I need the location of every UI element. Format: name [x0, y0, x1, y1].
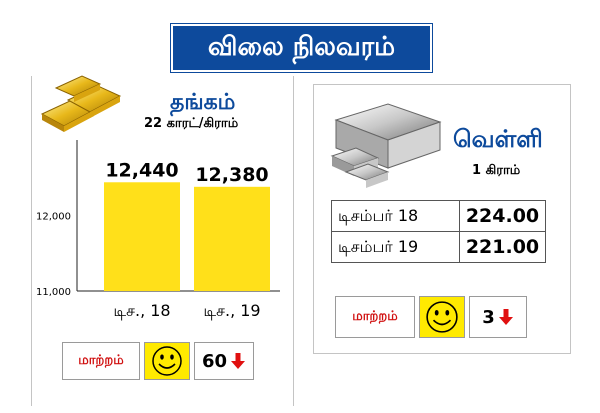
page-title: விலை நிலவரம் [171, 24, 432, 72]
down-arrow-icon [498, 309, 513, 325]
silver-bar-icon [330, 103, 442, 188]
rate-date: டிசம்பர் 19 [331, 231, 460, 263]
gold-change-value: 60 [194, 342, 254, 380]
silver-change-value: 3 [469, 296, 527, 338]
rate-price: 221.00 [459, 231, 546, 263]
gold-panel [31, 76, 294, 406]
silver-smiley-icon [419, 296, 465, 338]
silver-rate-table: டிசம்பர் 18 224.00 டிசம்பர் 19 221.00 [331, 200, 546, 263]
silver-change-label: மாற்றம் [335, 296, 415, 338]
gold-change-label: மாற்றம் [62, 342, 140, 380]
gold-ingot-icon [40, 75, 122, 132]
gold-change-row: மாற்றம் 60 [62, 342, 254, 380]
silver-panel [313, 84, 571, 354]
down-arrow-icon [231, 353, 246, 369]
gold-smiley-icon [144, 342, 190, 380]
table-row: டிசம்பர் 18 224.00 [331, 200, 546, 232]
silver-heading: வெள்ளி [453, 125, 543, 153]
silver-change-number: 3 [482, 306, 495, 328]
gold-heading: தங்கம் [170, 90, 236, 115]
gold-unit: 22 காரட்/கிராம் [144, 116, 239, 131]
rate-date: டிசம்பர் 18 [331, 200, 460, 232]
gold-change-number: 60 [201, 350, 228, 372]
silver-unit: 1 கிராம் [472, 163, 521, 178]
rate-price: 224.00 [459, 200, 546, 232]
table-row: டிசம்பர் 19 221.00 [331, 231, 546, 263]
silver-change-row: மாற்றம் 3 [335, 296, 527, 338]
